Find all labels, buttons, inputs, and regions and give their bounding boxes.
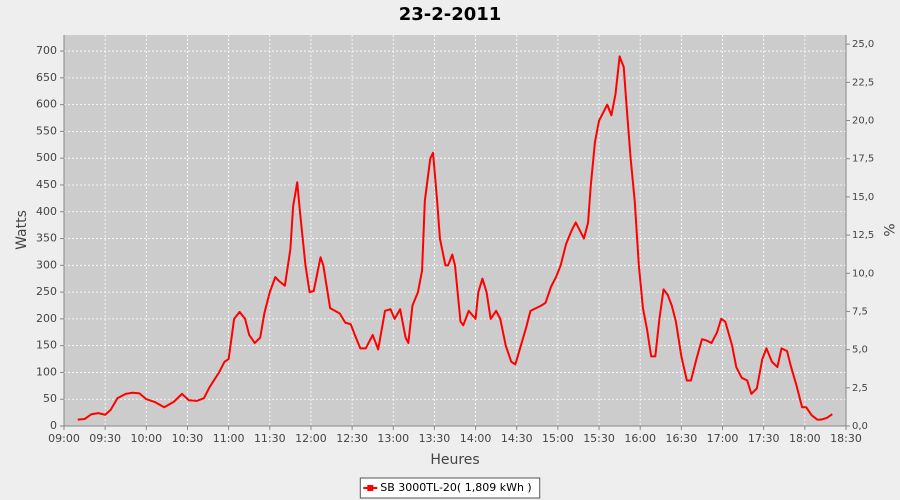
x-tick-label: 16:00 — [624, 432, 656, 445]
x-tick-label: 14:30 — [501, 432, 533, 445]
plot-area — [64, 35, 846, 426]
y-tick-label: 200 — [36, 312, 57, 325]
x-tick-label: 11:00 — [213, 432, 245, 445]
y2-tick-label: 10,0 — [852, 268, 874, 279]
y2-tick-label: 7,5 — [852, 306, 868, 317]
y-tick-label: 100 — [36, 365, 57, 378]
y-tick-label: 650 — [36, 71, 57, 84]
y-tick-label: 250 — [36, 285, 57, 298]
y-tick-label: 550 — [36, 124, 57, 137]
x-tick-label: 18:30 — [830, 432, 862, 445]
x-tick-label: 12:00 — [295, 432, 327, 445]
legend: SB 3000TL-20( 1,809 kWh ) — [359, 477, 541, 499]
x-tick-label: 12:30 — [336, 432, 368, 445]
x-tick-label: 15:00 — [542, 432, 574, 445]
x-tick-label: 18:00 — [789, 432, 821, 445]
y2-tick-label: 0,0 — [852, 421, 868, 432]
x-tick-label: 14:00 — [460, 432, 492, 445]
y2-tick-label: 17,5 — [852, 154, 874, 165]
y2-axis-label: % — [880, 223, 896, 236]
x-tick-label: 10:00 — [130, 432, 162, 445]
x-tick-label: 17:00 — [707, 432, 739, 445]
legend-marker — [367, 485, 374, 491]
x-tick-label: 09:30 — [89, 432, 121, 445]
x-tick-label: 13:30 — [419, 432, 451, 445]
legend-box — [359, 477, 541, 499]
x-axis-label: Heures — [430, 452, 479, 468]
y-tick-label: 400 — [36, 205, 57, 218]
y2-tick-label: 22,5 — [852, 77, 874, 88]
y2-tick-label: 5,0 — [852, 345, 868, 356]
y-tick-label: 150 — [36, 339, 57, 352]
series-line — [77, 55, 833, 421]
x-tick-label: 16:30 — [666, 432, 698, 445]
y2-tick-label: 2,5 — [852, 383, 868, 394]
y2-tick-label: 25,0 — [852, 39, 874, 50]
x-tick-label: 09:00 — [48, 432, 80, 445]
y-axis-label: Watts — [14, 210, 30, 250]
x-tick-label: 17:30 — [748, 432, 780, 445]
y-tick-label: 600 — [36, 98, 57, 111]
chart-title: 23-2-2011 — [399, 4, 502, 25]
y-tick-label: 300 — [36, 258, 57, 271]
x-tick-label: 13:00 — [377, 432, 409, 445]
legend-label: SB 3000TL-20( 1,809 kWh ) — [380, 481, 531, 494]
y-tick-label: 350 — [36, 232, 57, 245]
y-tick-label: 50 — [43, 392, 57, 405]
y2-tick-label: 20,0 — [852, 116, 874, 127]
y2-tick-label: 15,0 — [852, 192, 874, 203]
y-tick-label: 450 — [36, 178, 57, 191]
x-tick-label: 10:30 — [172, 432, 204, 445]
y-tick-label: 0 — [50, 419, 57, 432]
y2-tick-label: 12,5 — [852, 230, 874, 241]
y-tick-label: 500 — [36, 151, 57, 164]
y-tick-label: 700 — [36, 44, 57, 57]
x-tick-label: 11:30 — [254, 432, 286, 445]
x-tick-label: 15:30 — [583, 432, 615, 445]
